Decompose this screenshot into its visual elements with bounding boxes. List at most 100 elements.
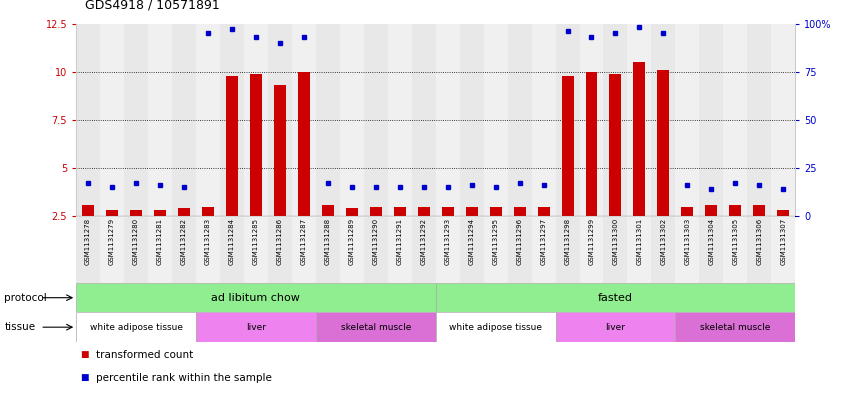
Bar [172, 24, 196, 216]
Text: tissue: tissue [4, 322, 36, 332]
Text: percentile rank within the sample: percentile rank within the sample [96, 373, 272, 383]
Bar [124, 24, 148, 216]
Bar [100, 24, 124, 216]
Bar [436, 283, 795, 312]
Bar [387, 216, 412, 283]
Bar [178, 208, 190, 216]
Text: GSM1131285: GSM1131285 [253, 218, 259, 265]
Text: GDS4918 / 10571891: GDS4918 / 10571891 [85, 0, 219, 12]
Bar [723, 24, 747, 216]
Bar [723, 216, 747, 283]
Bar [148, 216, 172, 283]
Text: GSM1131290: GSM1131290 [373, 218, 379, 265]
Text: liver: liver [246, 323, 266, 332]
Bar [675, 24, 700, 216]
Bar [603, 24, 628, 216]
Bar [292, 24, 316, 216]
Bar [556, 216, 580, 283]
Bar [106, 210, 118, 216]
Text: GSM1131278: GSM1131278 [85, 218, 91, 265]
Bar [316, 312, 436, 342]
Bar [82, 205, 94, 216]
Bar [172, 216, 196, 283]
Bar [412, 24, 436, 216]
Text: GSM1131292: GSM1131292 [420, 218, 426, 265]
Bar [508, 24, 531, 216]
Bar [124, 216, 148, 283]
Bar [346, 208, 358, 216]
Bar [340, 24, 364, 216]
Bar [585, 72, 597, 216]
Text: GSM1131298: GSM1131298 [564, 218, 570, 265]
Text: GSM1131300: GSM1131300 [613, 218, 618, 265]
Bar [580, 24, 603, 216]
Text: GSM1131304: GSM1131304 [708, 218, 714, 265]
Bar [628, 216, 651, 283]
Bar [772, 24, 795, 216]
Text: GSM1131303: GSM1131303 [684, 218, 690, 265]
Bar [675, 216, 700, 283]
Bar [130, 210, 142, 216]
Text: GSM1131288: GSM1131288 [325, 218, 331, 265]
Bar [556, 24, 580, 216]
Bar [747, 216, 772, 283]
Bar [436, 24, 459, 216]
Bar [484, 24, 508, 216]
Bar [196, 24, 220, 216]
Text: ■: ■ [80, 373, 89, 382]
Bar [196, 216, 220, 283]
Text: liver: liver [606, 323, 625, 332]
Bar [537, 206, 550, 216]
Bar [364, 216, 387, 283]
Bar [220, 216, 244, 283]
Bar [772, 216, 795, 283]
Bar [274, 85, 286, 216]
Bar [298, 72, 310, 216]
Text: skeletal muscle: skeletal muscle [341, 323, 411, 332]
Bar [76, 24, 100, 216]
Bar [316, 24, 340, 216]
Bar [531, 24, 556, 216]
Text: ad libitum chow: ad libitum chow [212, 293, 300, 303]
Bar [442, 206, 453, 216]
Bar [777, 210, 789, 216]
Text: GSM1131289: GSM1131289 [349, 218, 354, 265]
Bar [465, 206, 478, 216]
Bar [651, 216, 675, 283]
Text: GSM1131280: GSM1131280 [133, 218, 139, 265]
Bar [609, 73, 622, 216]
Bar [244, 24, 268, 216]
Bar [244, 216, 268, 283]
Bar [508, 216, 531, 283]
Text: GSM1131291: GSM1131291 [397, 218, 403, 265]
Bar [268, 216, 292, 283]
Bar [556, 312, 675, 342]
Text: GSM1131293: GSM1131293 [445, 218, 451, 265]
Bar [675, 312, 795, 342]
Bar [657, 70, 669, 216]
Text: transformed count: transformed count [96, 350, 193, 360]
Bar [514, 206, 525, 216]
Bar [393, 206, 406, 216]
Text: protocol: protocol [4, 293, 47, 303]
Bar [459, 216, 484, 283]
Bar [681, 206, 694, 216]
Bar [364, 24, 387, 216]
Bar [100, 216, 124, 283]
Bar [148, 24, 172, 216]
Bar [634, 62, 645, 216]
Bar [76, 216, 100, 283]
Bar [628, 24, 651, 216]
Bar [729, 205, 741, 216]
Bar [706, 205, 717, 216]
Bar [316, 216, 340, 283]
Bar [436, 216, 459, 283]
Bar [292, 216, 316, 283]
Text: GSM1131286: GSM1131286 [277, 218, 283, 265]
Bar [321, 205, 334, 216]
Text: white adipose tissue: white adipose tissue [90, 323, 183, 332]
Bar [196, 312, 316, 342]
Text: GSM1131284: GSM1131284 [229, 218, 235, 265]
Text: GSM1131287: GSM1131287 [301, 218, 307, 265]
Bar [651, 24, 675, 216]
